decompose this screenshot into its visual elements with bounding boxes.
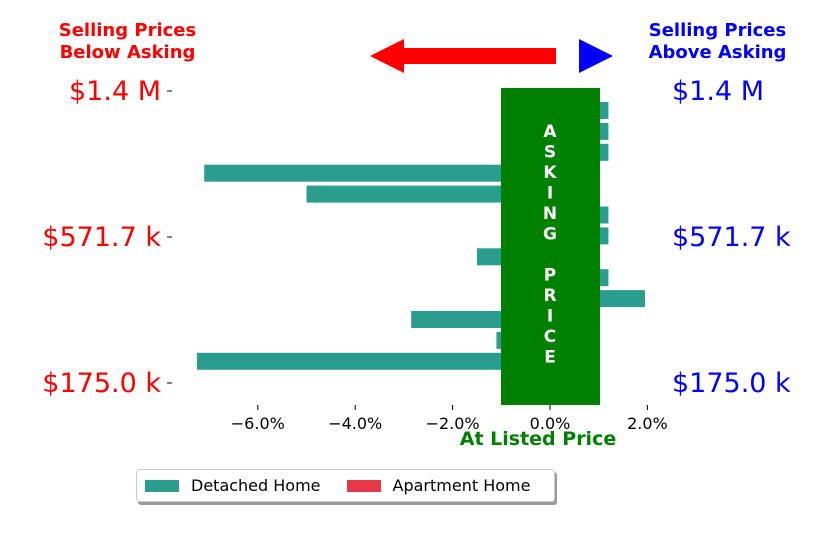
x-tick-label: 0.0% bbox=[530, 414, 571, 433]
asking-letter: K bbox=[543, 163, 557, 183]
left-price-label: $175.0 k bbox=[42, 368, 161, 399]
x-axis: −6.0% −4.0% −2.0% 0.0% 2.0% bbox=[231, 405, 668, 433]
asking-letter: C bbox=[544, 327, 556, 347]
legend-item-apartment: Apartment Home bbox=[346, 476, 531, 495]
x-tick-label: −4.0% bbox=[328, 414, 382, 433]
asking-letter: E bbox=[544, 348, 556, 368]
x-tick-label: −2.0% bbox=[426, 414, 480, 433]
above-asking-header: Selling Prices Above Asking bbox=[625, 20, 810, 64]
asking-letter: A bbox=[543, 122, 557, 142]
asking-letter: I bbox=[547, 307, 553, 327]
right-price-label: $175.0 k bbox=[672, 368, 791, 399]
x-tick-label: −6.0% bbox=[231, 414, 285, 433]
bar-detached bbox=[204, 164, 551, 182]
right-arrow-icon bbox=[579, 39, 613, 73]
legend-swatch-detached bbox=[145, 479, 179, 492]
y-axis-labels: $1.4 M $571.7 k $175.0 k $1.4 M $571.7 k $175… bbox=[42, 76, 791, 399]
legend-label-apartment: Apartment Home bbox=[392, 476, 531, 495]
below-asking-line2: Below Asking bbox=[59, 42, 196, 63]
direction-arrows bbox=[370, 39, 613, 73]
asking-letter: S bbox=[544, 143, 556, 163]
left-price-label: $1.4 M bbox=[69, 76, 161, 107]
legend-item-detached: Detached Home bbox=[145, 476, 321, 495]
asking-letter: G bbox=[543, 225, 557, 245]
bar-detached bbox=[306, 185, 550, 203]
x-tick-label: 2.0% bbox=[627, 414, 668, 433]
below-asking-header: Selling Prices Below Asking bbox=[30, 20, 225, 64]
legend-swatch-apartment bbox=[346, 479, 381, 492]
left-arrow-icon bbox=[370, 39, 556, 73]
x-axis-label: At Listed Price bbox=[460, 428, 616, 450]
asking-price-box bbox=[501, 88, 600, 405]
above-asking-line1: Selling Prices bbox=[648, 20, 787, 41]
asking-letter: R bbox=[543, 286, 556, 306]
above-asking-line2: Above Asking bbox=[648, 42, 787, 63]
asking-letter: I bbox=[547, 184, 553, 204]
left-price-label: $571.7 k bbox=[42, 222, 161, 253]
legend: Detached Home Apartment Home bbox=[136, 469, 555, 502]
asking-letter: N bbox=[543, 204, 557, 224]
legend-label-detached: Detached Home bbox=[191, 476, 321, 495]
bar-detached bbox=[196, 352, 551, 370]
below-asking-line1: Selling Prices bbox=[58, 20, 197, 41]
right-price-label: $571.7 k bbox=[672, 222, 791, 253]
right-price-label: $1.4 M bbox=[672, 76, 764, 107]
asking-letter: P bbox=[544, 266, 556, 286]
